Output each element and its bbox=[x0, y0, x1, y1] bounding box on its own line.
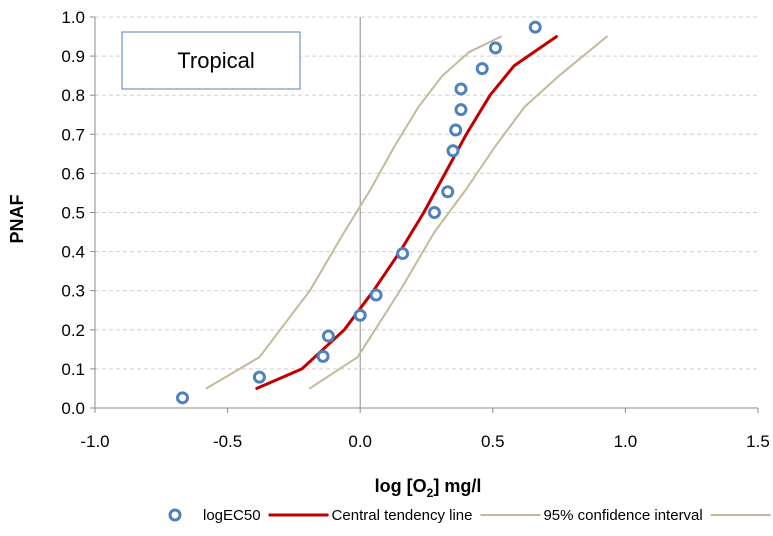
y-tick-label: 0.4 bbox=[61, 243, 85, 262]
data-point bbox=[252, 370, 266, 384]
confidence-interval-line bbox=[308, 35, 608, 390]
data-point bbox=[353, 308, 367, 322]
central-tendency-line bbox=[255, 35, 558, 390]
confidence-interval-line bbox=[205, 35, 502, 390]
data-point bbox=[528, 20, 542, 34]
data-point bbox=[176, 391, 190, 405]
x-axis-title-subscript: 2 bbox=[427, 486, 434, 500]
x-axis-title-main: log [O bbox=[375, 476, 427, 496]
y-axis-title: PNAF bbox=[7, 194, 27, 243]
y-tick-label: 0.3 bbox=[61, 282, 85, 301]
x-tick-label: 1.5 bbox=[746, 432, 770, 451]
annotation-frame bbox=[121, 31, 301, 90]
y-tick-label: 0.5 bbox=[61, 204, 85, 223]
x-tick-label: 1.0 bbox=[614, 432, 638, 451]
annotation-label: Tropical bbox=[177, 48, 254, 73]
data-point bbox=[441, 185, 455, 199]
y-tick-label: 0.8 bbox=[61, 86, 85, 105]
legend-label: Central tendency line bbox=[332, 507, 473, 524]
y-tick-label: 0.1 bbox=[61, 360, 85, 379]
y-tick-label: 0.0 bbox=[61, 399, 85, 418]
data-point bbox=[475, 62, 489, 76]
data-point bbox=[321, 329, 335, 343]
tick-labels: 0.0 0.1 0.2 0.3 0.4 0.5 0.6 0.7 0.8 0.9 1.0 -1.0 -0.… bbox=[61, 8, 769, 451]
y-tick-label: 0.2 bbox=[61, 321, 85, 340]
legend: logEC50 Central tendency line 95% confiden… bbox=[168, 507, 771, 524]
x-tick-label: 0.5 bbox=[481, 432, 505, 451]
y-tick-label: 0.6 bbox=[61, 164, 85, 183]
data-point bbox=[449, 123, 463, 137]
data-point bbox=[369, 288, 383, 302]
data-point bbox=[454, 82, 468, 96]
x-axis-title: log [O2] mg/l bbox=[375, 476, 482, 500]
y-tick-label: 1.0 bbox=[61, 8, 85, 27]
data-point bbox=[427, 206, 441, 219]
x-axis-title-suffix: ] mg/l bbox=[433, 476, 481, 496]
y-tick-label: 0.9 bbox=[61, 47, 85, 66]
plot-series bbox=[176, 20, 608, 405]
data-point bbox=[396, 247, 410, 261]
legend-marker bbox=[168, 508, 182, 522]
legend-label: logEC50 bbox=[203, 507, 261, 524]
data-point bbox=[446, 144, 460, 158]
data-point bbox=[316, 349, 330, 363]
data-point bbox=[454, 103, 468, 117]
x-tick-label: -1.0 bbox=[80, 432, 109, 451]
axes bbox=[90, 16, 759, 413]
y-tick-label: 0.7 bbox=[61, 125, 85, 144]
x-tick-label: -0.5 bbox=[213, 432, 242, 451]
legend-label: 95% confidence interval bbox=[543, 507, 702, 524]
data-point bbox=[488, 41, 502, 55]
x-tick-label: 0.0 bbox=[348, 432, 372, 451]
annotation-box: Tropical bbox=[121, 31, 301, 90]
